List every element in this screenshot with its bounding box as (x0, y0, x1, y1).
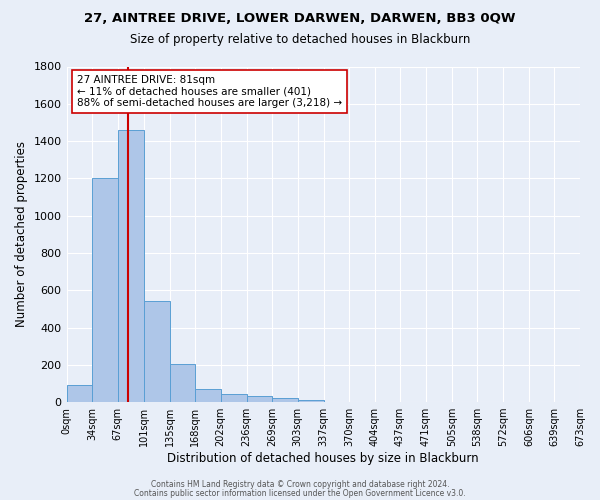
Text: Contains public sector information licensed under the Open Government Licence v3: Contains public sector information licen… (134, 489, 466, 498)
Y-axis label: Number of detached properties: Number of detached properties (15, 142, 28, 328)
X-axis label: Distribution of detached houses by size in Blackburn: Distribution of detached houses by size … (167, 452, 479, 465)
Bar (247, 396, 272, 402)
Text: 27 AINTREE DRIVE: 81sqm
← 11% of detached houses are smaller (401)
88% of semi-d: 27 AINTREE DRIVE: 81sqm ← 11% of detache… (77, 75, 342, 108)
Text: Size of property relative to detached houses in Blackburn: Size of property relative to detached ho… (130, 32, 470, 46)
Bar (67, 386, 92, 402)
Bar (221, 394, 247, 402)
Bar (118, 130, 143, 402)
Bar (170, 364, 195, 402)
Text: Contains HM Land Registry data © Crown copyright and database right 2024.: Contains HM Land Registry data © Crown c… (151, 480, 449, 489)
Bar (143, 302, 170, 402)
Bar (298, 400, 323, 402)
Bar (195, 389, 221, 402)
Text: 27, AINTREE DRIVE, LOWER DARWEN, DARWEN, BB3 0QW: 27, AINTREE DRIVE, LOWER DARWEN, DARWEN,… (84, 12, 516, 26)
Bar (92, 178, 118, 402)
Bar (272, 398, 298, 402)
